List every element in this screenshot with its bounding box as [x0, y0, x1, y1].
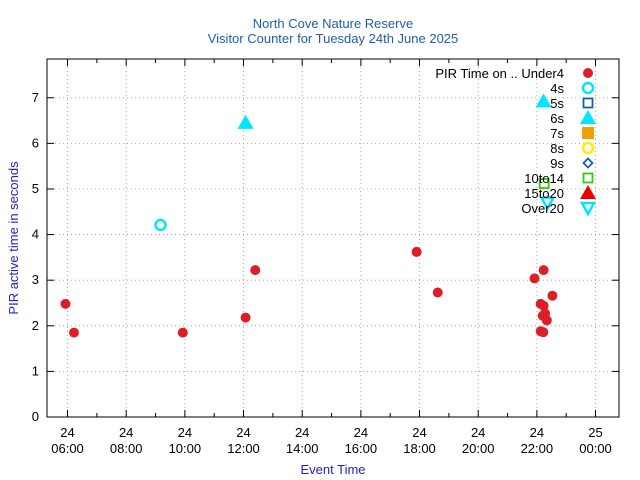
point-under4	[68, 327, 79, 338]
legend-label-6s: 6s	[550, 111, 564, 126]
x-tick-day-label: 24	[471, 425, 485, 440]
x-tick-day-label: 24	[354, 425, 368, 440]
x-tick-time-label: 06:00	[51, 441, 84, 456]
point-under4	[538, 300, 549, 311]
legend-marker-over20	[579, 201, 597, 217]
point-under4	[541, 315, 552, 326]
point-under4	[411, 246, 422, 257]
x-tick-time-label: 10:00	[169, 441, 202, 456]
legend-label-10to14: 10to14	[524, 171, 564, 186]
y-tick-label: 2	[32, 318, 39, 333]
chart-subtitle: Visitor Counter for Tuesday 24th June 20…	[208, 31, 459, 46]
legend-marker-6s	[580, 110, 596, 124]
x-tick-day-label: 25	[588, 425, 602, 440]
point-10to14	[538, 178, 550, 189]
legend-marker-9s	[582, 157, 594, 169]
legend-label-7s: 7s	[550, 126, 564, 141]
x-tick-time-label: 08:00	[110, 441, 143, 456]
point-under4	[538, 265, 549, 276]
x-tick-time-label: 16:00	[345, 441, 378, 456]
x-tick-time-label: 00:00	[579, 441, 612, 456]
point-over20	[539, 196, 556, 212]
x-tick-time-label: 20:00	[462, 441, 495, 456]
x-tick-day-label: 24	[119, 425, 133, 440]
x-tick-day-label: 24	[412, 425, 426, 440]
legend-label-8s: 8s	[550, 141, 564, 156]
legend-marker-7s	[582, 127, 594, 139]
axis-ticks: 012345672406:002408:002410:002412:002414…	[32, 59, 619, 456]
point-under4	[177, 327, 188, 338]
legend-label-under4: PIR Time on .. Under4	[435, 66, 564, 81]
y-tick-label: 0	[32, 409, 39, 424]
y-tick-label: 7	[32, 90, 39, 105]
grid	[47, 59, 619, 417]
legend: PIR Time on .. Under44s5s6s7s8s9s10to141…	[435, 66, 597, 217]
legend-label-over20: Over20	[521, 201, 564, 216]
point-under4	[529, 273, 540, 284]
data-points	[60, 93, 558, 338]
point-6s	[237, 114, 254, 129]
legend-marker-8s	[581, 141, 595, 155]
chart-title: North Cove Nature Reserve	[253, 16, 413, 31]
y-axis-label: PIR active time in seconds	[6, 161, 21, 315]
x-tick-time-label: 14:00	[286, 441, 319, 456]
y-tick-label: 4	[32, 227, 39, 242]
point-under4	[538, 327, 549, 338]
x-axis-label: Event Time	[300, 462, 365, 477]
y-tick-label: 6	[32, 135, 39, 150]
x-tick-time-label: 18:00	[403, 441, 436, 456]
point-under4	[60, 298, 71, 309]
x-tick-day-label: 24	[530, 425, 544, 440]
legend-label-4s: 4s	[550, 81, 564, 96]
x-tick-day-label: 24	[60, 425, 74, 440]
point-under4	[240, 312, 251, 323]
x-tick-day-label: 24	[295, 425, 309, 440]
legend-marker-5s	[582, 97, 594, 109]
point-under4	[432, 287, 443, 298]
legend-marker-4s	[581, 81, 595, 95]
legend-marker-under4	[583, 68, 593, 78]
y-tick-label: 3	[32, 272, 39, 287]
y-tick-label: 1	[32, 363, 39, 378]
x-tick-time-label: 12:00	[227, 441, 260, 456]
legend-marker-10to14	[582, 172, 594, 184]
point-4s	[154, 218, 167, 232]
legend-label-9s: 9s	[550, 156, 564, 171]
y-tick-label: 5	[32, 181, 39, 196]
x-tick-day-label: 24	[236, 425, 250, 440]
x-tick-day-label: 24	[178, 425, 192, 440]
x-tick-time-label: 22:00	[521, 441, 554, 456]
legend-label-15to20: 15to20	[524, 186, 564, 201]
point-6s	[535, 93, 552, 108]
legend-label-5s: 5s	[550, 96, 564, 111]
legend-marker-15to20	[580, 185, 596, 199]
point-under4	[547, 290, 558, 301]
plot-frame	[46, 58, 620, 418]
point-under4	[250, 265, 261, 276]
